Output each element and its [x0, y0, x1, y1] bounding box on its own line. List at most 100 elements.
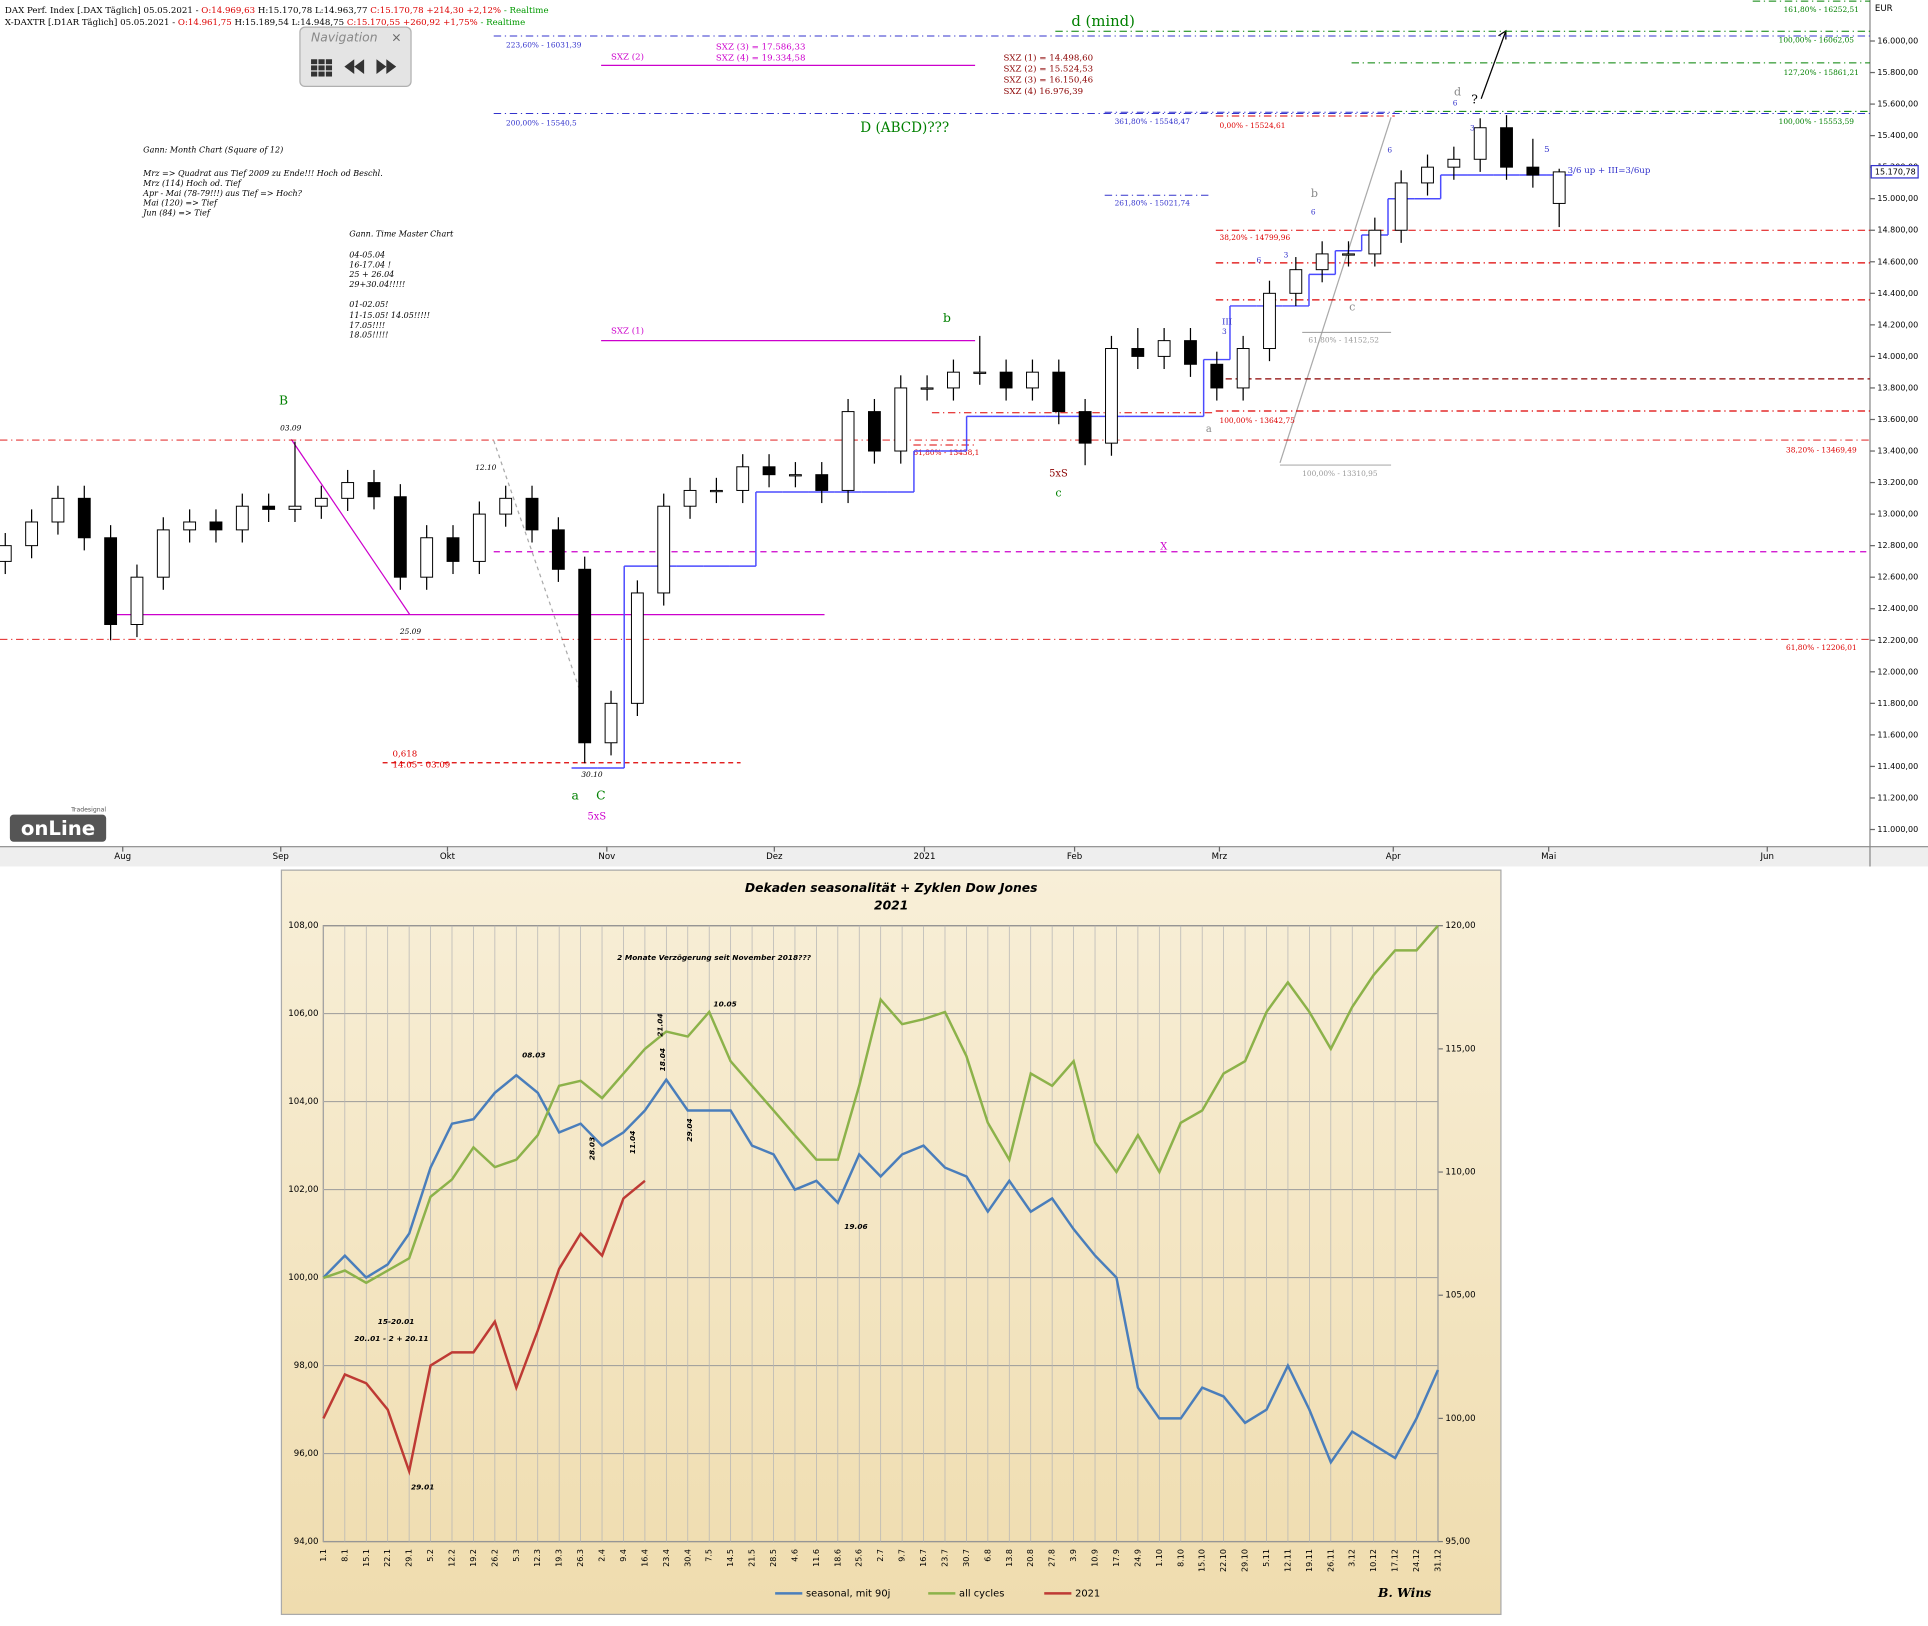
- annotation: 12.10: [475, 463, 496, 472]
- annotation: 29+30.04!!!!!: [348, 280, 405, 289]
- y-tick-label: 13.400,00: [1877, 447, 1918, 456]
- series-line: [322, 1073, 1440, 1465]
- candle-body: [947, 371, 960, 389]
- candle-body: [1078, 411, 1092, 444]
- annotation: 29.04: [685, 1118, 694, 1141]
- grid-button[interactable]: [311, 59, 333, 77]
- annotation: X: [1160, 541, 1167, 552]
- y-tick-label: 14.200,00: [1877, 320, 1918, 329]
- x-tick-label: 24.9: [1133, 1549, 1142, 1567]
- candle-body: [736, 466, 750, 491]
- candle-body: [25, 521, 39, 547]
- x-tick-label: 4.6: [790, 1549, 799, 1562]
- x-tick-label: 17.9: [1112, 1549, 1121, 1567]
- annotation: 30.10: [581, 770, 602, 779]
- y2-tick-label: 110,00: [1445, 1168, 1475, 1178]
- candle-body: [762, 466, 776, 476]
- x-tick-label: 10.12: [1369, 1549, 1378, 1572]
- candle-body: [1131, 348, 1145, 357]
- candle-body: [1342, 253, 1355, 256]
- annotation: D (ABCD)???: [860, 120, 949, 136]
- y2-tick-label: 95,00: [1445, 1537, 1470, 1547]
- x-tick-label: 7.5: [705, 1549, 714, 1562]
- currency-label: EUR: [1875, 4, 1893, 14]
- candle-body: [867, 411, 881, 452]
- x-tick-label: 29.1: [405, 1549, 414, 1567]
- annotation: B: [279, 394, 288, 408]
- back-button[interactable]: [344, 59, 365, 75]
- x-axis-band: [0, 846, 1928, 867]
- annotation: 04-05.04: [349, 250, 385, 259]
- x-tick-label: 26.2: [490, 1549, 499, 1567]
- x-tick-label: 25.6: [855, 1549, 864, 1567]
- y-tick-label: 11.800,00: [1877, 699, 1918, 708]
- annotation: SXZ (3) = 16.150,46: [1003, 75, 1093, 86]
- forward-button[interactable]: [376, 59, 397, 75]
- close-icon[interactable]: ×: [391, 31, 401, 45]
- x-tick-label: Okt: [440, 852, 456, 862]
- annotation: Mai (120) => Tief: [142, 199, 219, 208]
- fib-level-label: 38,20% - 13469,49: [1786, 446, 1857, 455]
- navigation-title: Navigation: [311, 31, 378, 45]
- x-tick-label: 23.7: [940, 1549, 949, 1567]
- annotation: b: [943, 311, 951, 325]
- annotation: 16-17.04 !: [349, 260, 391, 269]
- candle-body: [1184, 340, 1197, 365]
- arrow: [1480, 30, 1507, 99]
- annotation: Gann. Time Master Chart: [349, 230, 454, 239]
- annotation: 11.04: [628, 1131, 637, 1154]
- annotation: 3: [1222, 327, 1227, 336]
- annotation: 01-02.05!: [349, 300, 388, 309]
- candle-body: [1500, 127, 1513, 168]
- fib-level-label: 127,20% - 15861,21: [1784, 68, 1859, 77]
- x-tick-label: Mai: [1541, 852, 1556, 862]
- y-tick-label: 13.200,00: [1877, 478, 1918, 487]
- x-tick-label: 2.7: [876, 1549, 885, 1562]
- x-tick-label: 2.4: [598, 1549, 607, 1562]
- candle-body: [209, 521, 223, 531]
- y2-tick-label: 115,00: [1445, 1044, 1475, 1054]
- header-segment: C:15.170,55 +260,92 +1,75%: [347, 18, 478, 28]
- y-tick-label: 11.600,00: [1877, 730, 1918, 739]
- annotation: 19.06: [844, 1222, 867, 1231]
- last-price-label: 15.170,78: [1875, 167, 1916, 176]
- candle-body: [1394, 182, 1408, 231]
- x-tick-label: 15.10: [1198, 1549, 1207, 1572]
- annotation: 28.03: [587, 1137, 596, 1160]
- annotation: 6: [1453, 99, 1458, 108]
- annotation: 3: [1284, 250, 1289, 259]
- fib-level-label: 61,80% - 14152,52: [1308, 336, 1379, 345]
- candle-body: [709, 489, 723, 493]
- series-line: [322, 924, 1439, 1285]
- x-tick-label: Sep: [273, 852, 289, 862]
- candle-body: [183, 521, 197, 531]
- candle-body: [578, 568, 592, 744]
- legend-label: all cycles: [959, 1588, 1004, 1599]
- candle-body: [0, 545, 12, 562]
- candle-body: [1552, 171, 1566, 204]
- header-segment: C:15.170,78 +214,30 +2,12%: [370, 5, 501, 15]
- annotation: a: [571, 789, 578, 803]
- annotation: 15-20.01: [378, 1317, 415, 1326]
- y-tick-label: 104,00: [288, 1097, 318, 1107]
- x-tick-label: 19.3: [555, 1549, 564, 1567]
- annotation: SXZ (2): [611, 51, 644, 62]
- candle-body: [262, 505, 276, 510]
- candle-body: [130, 576, 144, 625]
- annotation: 18.04: [658, 1048, 667, 1071]
- y-tick-label: 100,00: [288, 1273, 318, 1283]
- candle-body: [235, 505, 249, 531]
- y2-tick-label: 105,00: [1445, 1291, 1475, 1301]
- annotation: SXZ (3) = 17.586,33: [716, 41, 806, 52]
- y-tick-label: 15.000,00: [1877, 194, 1918, 203]
- x-tick-label: Aug: [114, 852, 131, 862]
- chart-subtitle: 2021: [874, 898, 908, 912]
- y-tick-label: 13.600,00: [1877, 415, 1918, 424]
- fib-level-label: 100,00% - 13642,75: [1220, 416, 1296, 425]
- y-tick-label: 12.000,00: [1877, 667, 1918, 676]
- annotation: d (mind): [1071, 13, 1135, 30]
- logo-text: onLine: [21, 817, 95, 840]
- y-tick-label: 108,00: [288, 921, 318, 931]
- x-tick-label: 5.11: [1262, 1549, 1271, 1567]
